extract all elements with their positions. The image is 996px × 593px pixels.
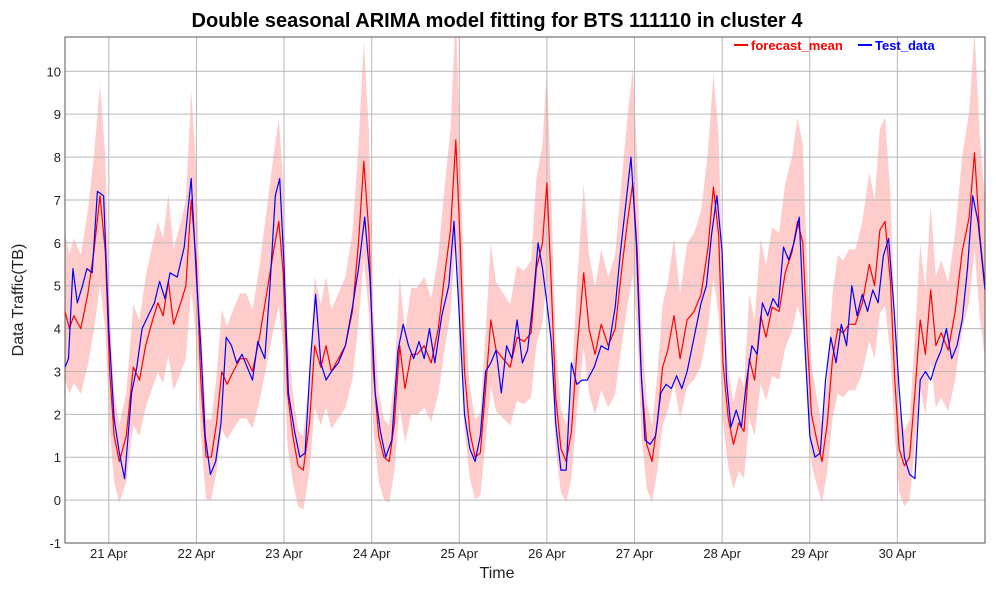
- y-tick-label: 7: [54, 193, 61, 208]
- x-axis-label: Time: [480, 565, 515, 582]
- y-tick-label: 1: [54, 450, 61, 465]
- y-tick-label: 0: [54, 493, 61, 508]
- y-tick-label: 8: [54, 150, 61, 165]
- x-tick-label: 30 Apr: [879, 546, 917, 561]
- x-tick-label: 26 Apr: [528, 546, 566, 561]
- series-line-forecast-mean: [65, 139, 985, 471]
- y-tick-label: -1: [49, 536, 61, 551]
- x-tick-label: 23 Apr: [265, 546, 303, 561]
- x-tick-label: 22 Apr: [178, 546, 216, 561]
- x-tick-label: 24 Apr: [353, 546, 391, 561]
- chart-title: Double seasonal ARIMA model fitting for …: [192, 10, 804, 32]
- series-line-test-data: [65, 156, 985, 480]
- x-tick-label: 29 Apr: [791, 546, 829, 561]
- legend-label: Test_data: [875, 38, 935, 53]
- y-axis-label: Data Traffic(TB): [10, 244, 27, 357]
- x-tick-label: 21 Apr: [90, 546, 128, 561]
- x-tick-label: 27 Apr: [616, 546, 654, 561]
- y-tick-label: 2: [54, 407, 61, 422]
- y-tick-label: 9: [54, 107, 61, 122]
- y-tick-label: 5: [54, 279, 61, 294]
- y-tick-label: 3: [54, 364, 61, 379]
- y-tick-label: 10: [47, 64, 61, 79]
- y-tick-label: 4: [54, 322, 61, 337]
- confidence-band: [65, 37, 985, 510]
- legend-label: forecast_mean: [751, 38, 843, 53]
- y-tick-label: 6: [54, 236, 61, 251]
- x-tick-label: 28 Apr: [703, 546, 741, 561]
- plot-area: -1 0 1 2 3 4 5 6 7 8 9 10 21 Apr 22 Apr 23 Apr 24 Apr 25…: [47, 36, 986, 561]
- legend: forecast_mean Test_data: [734, 38, 935, 53]
- x-tick-label: 25 Apr: [440, 546, 478, 561]
